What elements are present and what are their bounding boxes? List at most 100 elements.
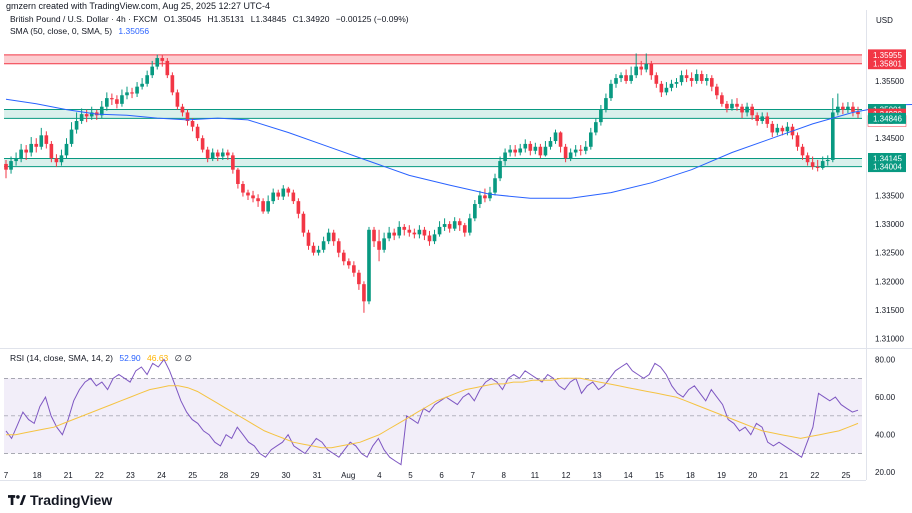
time-axis-tick: 22 — [810, 471, 819, 480]
candle-body — [588, 132, 593, 147]
sma-label: SMA (50, close, 0, SMA, 5) — [10, 26, 113, 36]
price-axis-tick: 1.33000 — [875, 220, 904, 229]
candle-body — [84, 114, 89, 117]
price-axis-tick: 1.32000 — [875, 277, 904, 286]
candle-body — [508, 149, 512, 153]
tradingview-brand: TradingView — [8, 492, 112, 508]
candle-body — [689, 78, 694, 81]
candle-body — [135, 86, 139, 94]
candle-body — [412, 232, 417, 235]
time-axis-tick: 20 — [748, 471, 757, 480]
candle-body — [236, 169, 240, 184]
time-axis-tick: 25 — [842, 471, 851, 480]
time-axis-tick: 7 — [4, 471, 9, 480]
candle-body — [24, 149, 28, 153]
time-axis-tick: 23 — [126, 471, 135, 480]
candle-body — [54, 158, 59, 163]
price-axis-tick: 1.32500 — [875, 249, 904, 258]
time-axis-tick: 7 — [470, 471, 475, 480]
candle-body — [200, 138, 205, 150]
candle-body — [407, 229, 412, 233]
candle-body — [563, 146, 568, 159]
candle-body — [518, 148, 523, 153]
candle-body — [331, 232, 336, 242]
time-axis-tick: 22 — [95, 471, 104, 480]
candle-body — [115, 99, 119, 104]
candle-body — [725, 103, 729, 109]
rsi-extra: ∅ ∅ — [174, 353, 192, 363]
candle-body — [473, 204, 477, 219]
candle-body — [347, 261, 351, 266]
price-axis-tick: 1.35500 — [875, 77, 904, 86]
candle-body — [251, 195, 255, 199]
candle-body — [79, 114, 84, 122]
time-axis-tick: 21 — [779, 471, 788, 480]
time-axis-tick: 11 — [531, 471, 540, 480]
candle-body — [387, 232, 391, 239]
candle-body — [241, 183, 245, 193]
candle-body — [704, 78, 709, 81]
candle-body — [311, 245, 316, 253]
candle-body — [755, 115, 759, 122]
candle-body — [110, 98, 114, 100]
candle-body — [64, 143, 69, 156]
candle-body — [679, 75, 684, 83]
candle-body — [709, 78, 714, 87]
sma-legend: SMA (50, close, 0, SMA, 5) 1.35056 — [10, 26, 149, 36]
candle-body — [488, 192, 492, 199]
time-axis-tick: 25 — [188, 471, 197, 480]
candle-body — [498, 161, 502, 179]
time-axis-tick: 6 — [439, 471, 444, 480]
candle-body — [341, 252, 346, 262]
candle-body — [457, 221, 462, 226]
candle-body — [462, 225, 467, 233]
candle-body — [467, 218, 472, 233]
candle-body — [578, 149, 583, 151]
candle-body — [825, 159, 830, 162]
price-axis-tick: 1.31500 — [875, 306, 904, 315]
candle-body — [397, 226, 402, 236]
candle-body — [644, 63, 649, 70]
candle-body — [180, 106, 185, 113]
candle-body — [750, 106, 754, 116]
candle-body — [715, 86, 719, 96]
candle-body — [89, 112, 94, 117]
candle-body — [649, 63, 654, 76]
candle-body — [745, 106, 749, 113]
candle-body — [422, 229, 427, 236]
candle-body — [321, 241, 326, 250]
candle-body — [830, 112, 835, 160]
candle-body — [583, 146, 588, 151]
candle-body — [820, 161, 825, 168]
candle-body — [604, 98, 608, 110]
time-axis-tick: 14 — [624, 471, 633, 480]
sma-line — [5, 98, 912, 199]
candle-body — [372, 229, 376, 242]
candle-body — [594, 122, 598, 133]
currency-label: USD — [876, 16, 893, 25]
candle-body — [614, 78, 618, 84]
price-label: 1.35801 — [873, 60, 902, 69]
candle-body — [29, 143, 34, 153]
candle-body — [609, 83, 613, 99]
candle-body — [639, 66, 644, 70]
candle-body — [261, 201, 265, 212]
zone-0 — [4, 54, 862, 64]
candle-body — [674, 82, 679, 84]
time-axis-tick: 24 — [157, 471, 166, 480]
candle-body — [160, 58, 165, 61]
candle-body — [730, 103, 734, 109]
candle-body — [352, 265, 356, 273]
candle-body — [538, 146, 543, 156]
candle-body — [276, 192, 281, 197]
open-value: O1.35045 — [163, 14, 202, 24]
candle-body — [316, 249, 321, 253]
candle-body — [543, 146, 548, 156]
attribution: gmzern created with TradingView.com, Aug… — [6, 1, 270, 11]
candle-body — [503, 152, 507, 162]
candle-body — [130, 92, 134, 94]
candle-body — [301, 213, 306, 233]
candle-body — [125, 92, 129, 96]
candle-body — [165, 60, 170, 76]
